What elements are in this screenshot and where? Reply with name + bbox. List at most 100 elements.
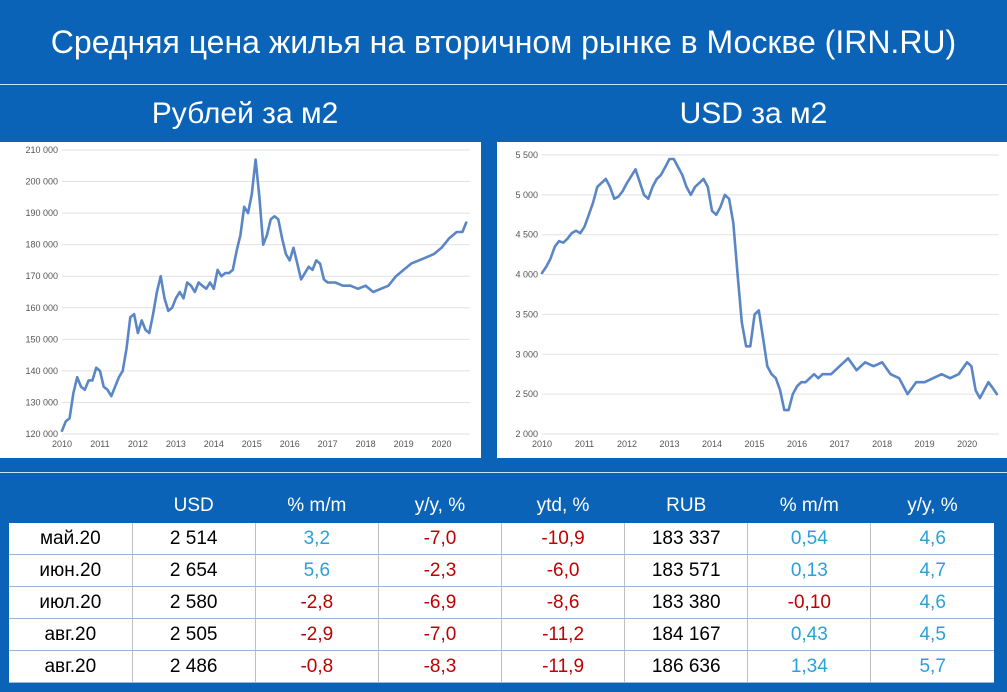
table-cell: 2 654 xyxy=(132,554,256,587)
usd-chart-y-tick: 2 000 xyxy=(515,429,538,439)
table-cell: -2,9 xyxy=(255,618,379,651)
table-cell: 2 505 xyxy=(132,618,256,651)
table-cell: 184 167 xyxy=(624,618,749,651)
rub-chart-y-tick: 210 000 xyxy=(25,145,58,155)
table-cell: 4,6 xyxy=(870,523,994,555)
table-header-cell: y/y, % xyxy=(414,495,466,516)
table-cell: -0,10 xyxy=(747,586,872,619)
rub-chart-y-tick: 120 000 xyxy=(25,429,58,439)
usd-chart-x-tick: 2010 xyxy=(532,439,552,449)
table-cell: -0,8 xyxy=(255,650,379,683)
table-header-cell xyxy=(9,489,132,523)
table-cell: 2 514 xyxy=(132,523,256,555)
rub-chart-x-tick: 2014 xyxy=(204,439,224,449)
table-cell: 183 337 xyxy=(624,523,749,555)
table-cell: -8,6 xyxy=(501,586,626,619)
rub-chart-y-tick: 170 000 xyxy=(25,271,58,281)
usd-chart-y-tick: 5 000 xyxy=(515,190,538,200)
usd-chart-x-tick: 2018 xyxy=(872,439,892,449)
table-cell: 183 380 xyxy=(624,586,749,619)
table-header-cell: ytd, % xyxy=(536,495,590,516)
usd-chart-x-tick: 2015 xyxy=(745,439,765,449)
rub-chart-x-tick: 2010 xyxy=(52,439,72,449)
usd-chart-x-tick: 2012 xyxy=(617,439,637,449)
table-cell: -11,9 xyxy=(501,650,626,683)
table-cell: 5,6 xyxy=(255,554,379,587)
rub-chart-y-tick: 180 000 xyxy=(25,240,58,250)
table-header-cell: y/y, % xyxy=(907,495,958,516)
usd-chart-title: USD за м2 xyxy=(679,97,828,130)
table-cell: авг.20 xyxy=(9,650,133,683)
usd-chart-x-tick: 2019 xyxy=(915,439,935,449)
rub-chart-y-tick: 130 000 xyxy=(25,397,58,407)
usd-chart-y-tick: 3 000 xyxy=(515,349,538,359)
table-cell: -8,3 xyxy=(378,650,503,683)
table-cell: 183 571 xyxy=(624,554,749,587)
table-body: май.20 2 514 3,2 -7,0 -10,9 183 337 0,54 4,6 июн… xyxy=(9,523,994,683)
table-cell: 5,7 xyxy=(870,650,994,683)
table-cell: июн.20 xyxy=(9,554,133,587)
rub-chart-x-tick: 2016 xyxy=(280,439,300,449)
usd-chart-y-tick: 4 500 xyxy=(515,230,538,240)
table-cell: -10,9 xyxy=(501,523,626,555)
usd-chart-y-tick: 4 000 xyxy=(515,270,538,280)
table-cell: 0,43 xyxy=(747,618,872,651)
rub-chart-x-tick: 2013 xyxy=(166,439,186,449)
table-cell: -7,0 xyxy=(378,523,503,555)
rub-chart-x-tick: 2011 xyxy=(90,439,109,449)
table-header-row: USD % m/m y/y, % ytd, % RUB % m/m y/y, % xyxy=(9,489,994,523)
table-header-cell: USD xyxy=(173,495,214,516)
rub-chart-y-tick: 150 000 xyxy=(25,334,58,344)
title-divider xyxy=(0,84,1007,85)
table-cell: 4,7 xyxy=(870,554,994,587)
usd-chart-y-tick: 5 500 xyxy=(515,150,538,160)
table-row: июл.20 2 580 -2,8 -6,9 -8,6 183 380 -0,10 4,6 xyxy=(9,586,994,619)
usd-chart-x-tick: 2014 xyxy=(702,439,722,449)
usd-chart-y-tick: 2 500 xyxy=(515,389,538,399)
table-row: авг.20 2 505 -2,9 -7,0 -11,2 184 167 0,43 4,5 xyxy=(9,618,994,651)
rub-chart-x-tick: 2018 xyxy=(356,439,376,449)
page-title: Средняя цена жилья на вторичном рынке в … xyxy=(50,23,957,60)
usd-chart-x-tick: 2020 xyxy=(957,439,977,449)
usd-chart-series-line xyxy=(540,157,999,412)
rub-chart-y-tick: 190 000 xyxy=(25,208,58,218)
table-cell: 0,54 xyxy=(747,523,872,555)
rub-chart-y-tick: 200 000 xyxy=(25,177,58,187)
table-header-cell: RUB xyxy=(666,495,707,516)
table-cell: 1,34 xyxy=(747,650,872,683)
table-header-cell: % m/m xyxy=(287,495,347,516)
table-cell: авг.20 xyxy=(9,618,133,651)
table-cell: 186 636 xyxy=(624,650,749,683)
rub-chart-svg: 120 000 130 000 140 000 150 000 160 000 170 0… xyxy=(25,145,470,449)
table-row: авг.20 2 486 -0,8 -8,3 -11,9 186 636 1,34 5,7 xyxy=(9,650,994,683)
rub-chart-x-tick: 2015 xyxy=(242,439,262,449)
usd-chart-svg: 2 000 2 500 3 000 3 500 4 000 4 500 5 000 5 500… xyxy=(515,150,999,449)
table-cell: -2,3 xyxy=(378,554,503,587)
usd-chart-x-tick: 2017 xyxy=(830,439,850,449)
table-header-cell: % m/m xyxy=(779,495,839,516)
table-cell: июл.20 xyxy=(9,586,133,619)
usd-chart-x-tick: 2011 xyxy=(575,439,594,449)
rub-chart-x-tick: 2017 xyxy=(318,439,338,449)
usd-chart-y-tick: 3 500 xyxy=(515,309,538,319)
rub-chart-title: Рублей за м2 xyxy=(151,97,339,130)
table-cell: 0,13 xyxy=(747,554,872,587)
table-cell: 4,5 xyxy=(870,618,994,651)
table-cell: 2 580 xyxy=(132,586,256,619)
table-cell: май.20 xyxy=(9,523,133,555)
usd-chart: 2 000 2 500 3 000 3 500 4 000 4 500 5 000 5 500… xyxy=(497,142,1007,458)
table-cell: -6,9 xyxy=(378,586,503,619)
summary-table: USD % m/m y/y, % ytd, % RUB % m/m y/y, % май.2… xyxy=(9,489,994,683)
table-divider xyxy=(0,472,1007,473)
table-cell: -11,2 xyxy=(501,618,626,651)
rub-chart-x-tick: 2019 xyxy=(394,439,414,449)
table-row: май.20 2 514 3,2 -7,0 -10,9 183 337 0,54 4,6 xyxy=(9,523,994,555)
rub-chart-series-line xyxy=(60,158,468,433)
rub-chart-y-tick: 140 000 xyxy=(25,366,58,376)
rub-chart-x-tick: 2012 xyxy=(128,439,148,449)
rub-chart-y-tick: 160 000 xyxy=(25,303,58,313)
table-row: июн.20 2 654 5,6 -2,3 -6,0 183 571 0,13 4,7 xyxy=(9,554,994,587)
table-cell: -6,0 xyxy=(501,554,626,587)
table-cell: -7,0 xyxy=(378,618,503,651)
rub-chart-x-tick: 2020 xyxy=(432,439,452,449)
